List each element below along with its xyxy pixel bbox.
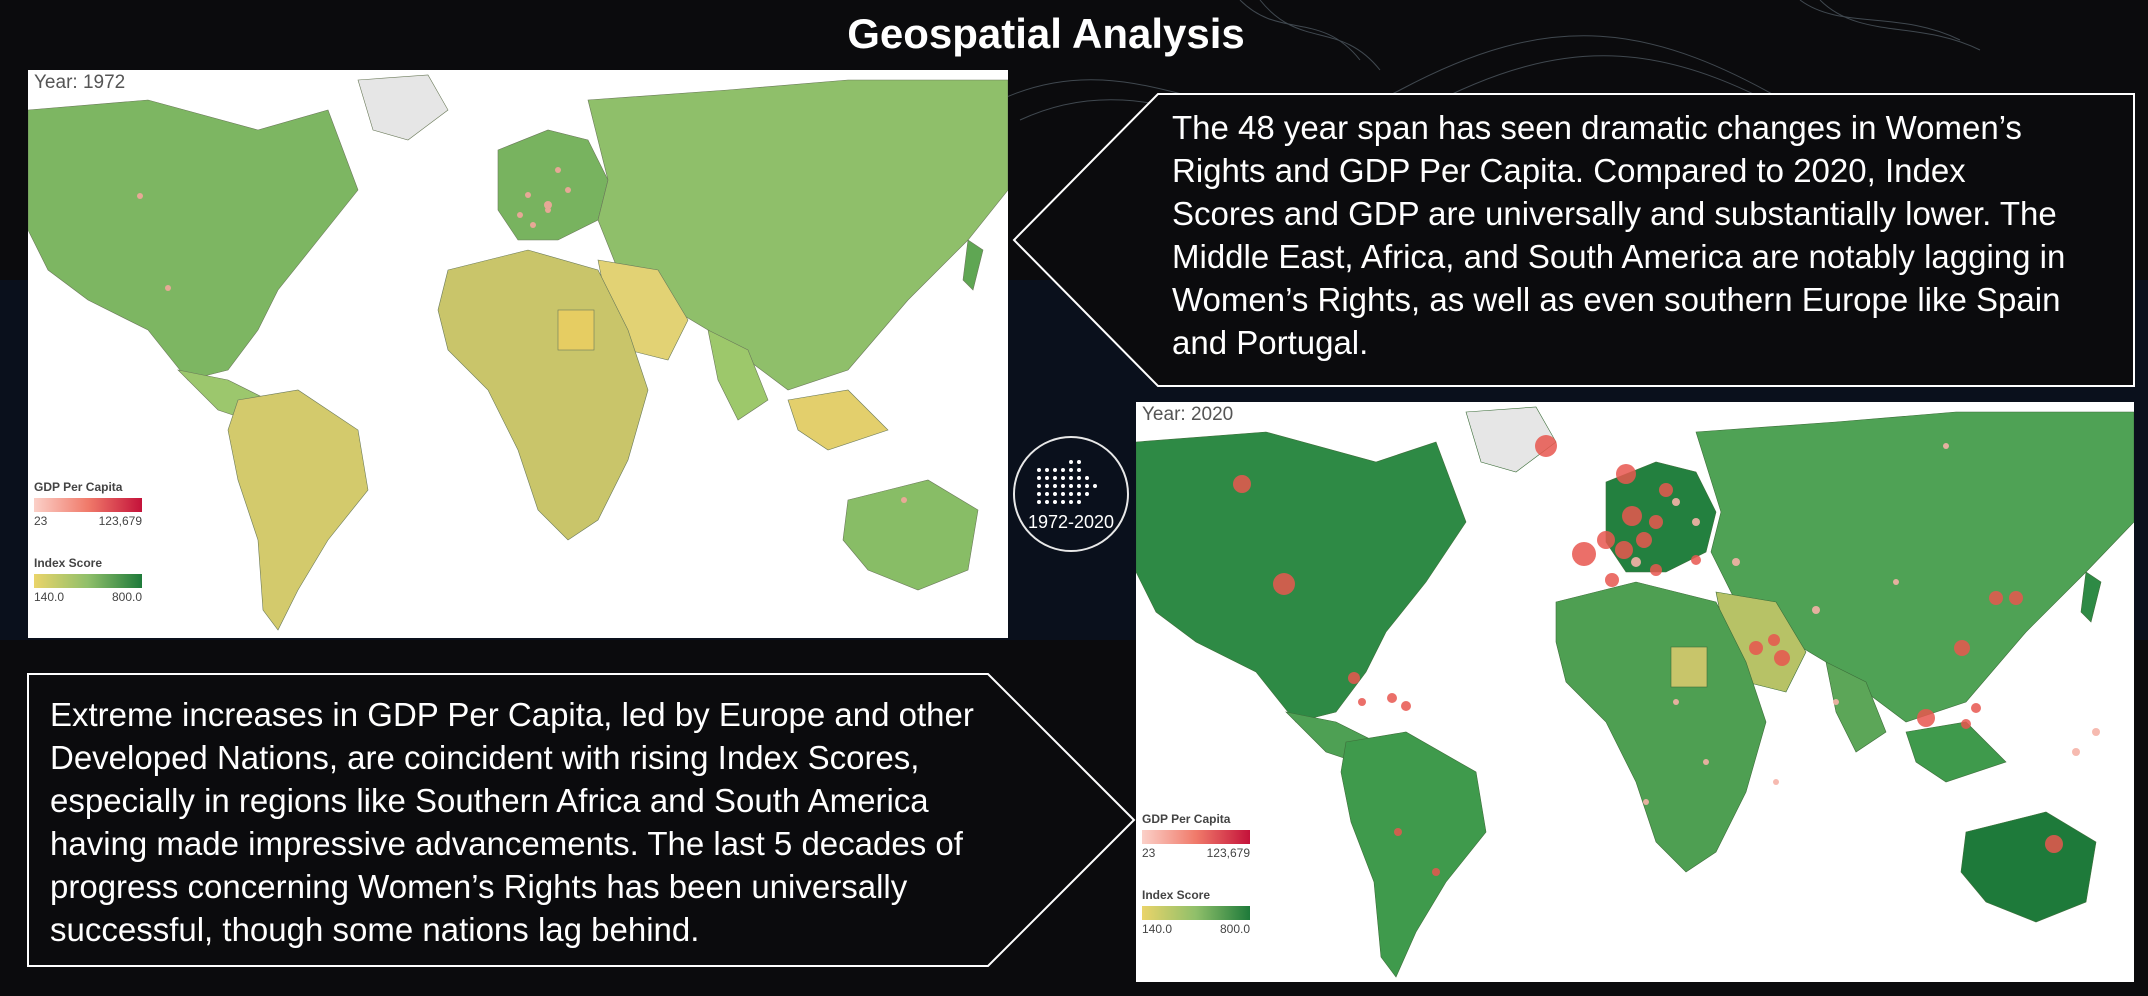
gdp-legend-bar: [34, 498, 142, 512]
map-1972[interactable]: Year: 1972: [28, 70, 1008, 638]
index-legend-title: Index Score: [1142, 888, 1211, 902]
top-callout-border: [1012, 93, 2135, 387]
europe-1972: [497, 129, 609, 241]
index-legend-1972: Index Score 140.0 800.0: [34, 556, 142, 604]
year-range-badge[interactable]: 1972-2020: [1013, 436, 1129, 552]
gdp-legend-1972: GDP Per Capita 23 123,679: [34, 480, 142, 528]
gdp-legend-max: 123,679: [1206, 846, 1250, 860]
south-america-2020: [1340, 731, 1487, 978]
gdp-legend-2020: GDP Per Capita 23 123,679: [1142, 812, 1250, 860]
north-america-2020: [1136, 431, 1467, 723]
gdp-legend-bar: [1142, 830, 1250, 844]
north-america-1972: [28, 99, 359, 381]
europe-2020: [1605, 461, 1717, 573]
index-legend-max: 800.0: [1219, 922, 1250, 936]
africa-1972: [437, 249, 649, 541]
year-range-label: 1972-2020: [1027, 512, 1115, 532]
bottom-callout-border: [27, 673, 1136, 967]
index-legend-min: 140.0: [34, 590, 65, 604]
index-legend-2020: Index Score 140.0 800.0: [1142, 888, 1250, 936]
south-america-1972: [227, 389, 369, 631]
top-callout-text: The 48 year span has seen dramatic chang…: [1172, 109, 2066, 361]
australia-1972: [842, 479, 979, 591]
australia-2020: [1960, 811, 2097, 923]
bottom-callout-text: Extreme increases in GDP Per Capita, led…: [50, 696, 974, 948]
asia-2020: [1695, 411, 2134, 723]
dotted-arrow-right-icon: [1037, 460, 1097, 504]
asia-1972: [587, 79, 1008, 391]
index-legend-bar: [34, 574, 142, 588]
index-legend-min: 140.0: [1142, 922, 1173, 936]
page-title: Geospatial Analysis: [847, 10, 1245, 57]
index-legend-max: 800.0: [111, 590, 142, 604]
year-label-2020: Year: 2020: [1142, 404, 1234, 425]
gdp-legend-title: GDP Per Capita: [1142, 812, 1231, 826]
year-label-1972: Year: 1972: [34, 72, 126, 93]
gdp-legend-min: 23: [1142, 846, 1156, 860]
africa-2020: [1555, 581, 1767, 873]
gdp-legend-max: 123,679: [98, 514, 142, 528]
map-2020[interactable]: Year: 2020: [1136, 402, 2134, 982]
world-map-2020[interactable]: [1136, 402, 2134, 982]
index-legend-title: Index Score: [34, 556, 103, 570]
world-map-1972[interactable]: [28, 70, 1008, 638]
gdp-legend-title: GDP Per Capita: [34, 480, 123, 494]
index-legend-bar: [1142, 906, 1250, 920]
gdp-legend-min: 23: [34, 514, 48, 528]
